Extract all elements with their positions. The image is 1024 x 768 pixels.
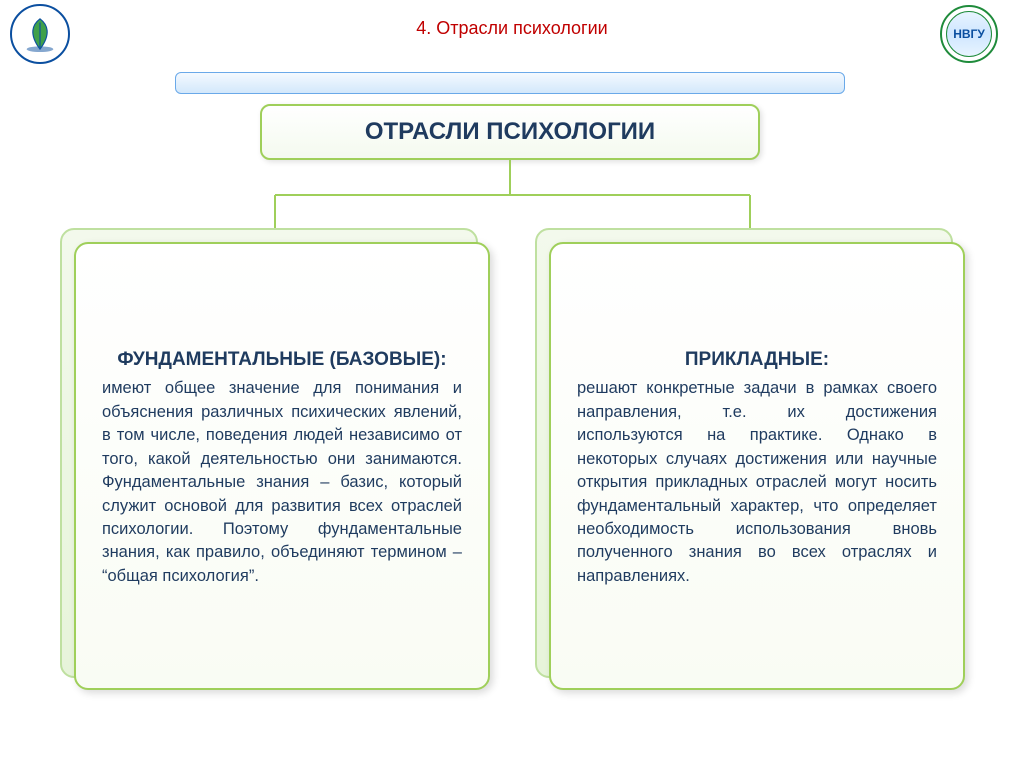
institution-logo-right: НВГУ <box>924 4 1014 64</box>
decorative-top-bar <box>175 72 845 94</box>
leaf-emblem-icon <box>21 15 59 53</box>
root-label: ОТРАСЛИ ПСИХОЛОГИИ <box>365 118 655 146</box>
tree-diagram: ОТРАСЛИ ПСИХОЛОГИИ ФУНДАМЕНТАЛЬНЫЕ (БАЗО… <box>0 70 1024 760</box>
root-node: ОТРАСЛИ ПСИХОЛОГИИ <box>260 104 760 160</box>
branch-applied: ПРИКЛАДНЫЕ: решают конкретные задачи в р… <box>535 228 965 688</box>
header: 4. Отрасли психологии НВГУ <box>0 0 1024 70</box>
branch-title: ФУНДАМЕНТАЛЬНЫЕ (БАЗОВЫЕ): <box>102 348 462 372</box>
branch-fundamental: ФУНДАМЕНТАЛЬНЫЕ (БАЗОВЫЕ): имеют общее з… <box>60 228 490 688</box>
branch-title: ПРИКЛАДНЫЕ: <box>577 348 937 372</box>
branch-body: решают конкретные задачи в рамках своего… <box>577 377 937 588</box>
institution-logo-left <box>10 4 70 64</box>
branch-front-card: ФУНДАМЕНТАЛЬНЫЕ (БАЗОВЫЕ): имеют общее з… <box>74 242 490 690</box>
branch-body: имеют общее значение для понимания и объ… <box>102 377 462 588</box>
page-title: 4. Отрасли психологии <box>416 18 607 39</box>
nvgu-logo-circle: НВГУ <box>940 5 998 63</box>
branch-front-card: ПРИКЛАДНЫЕ: решают конкретные задачи в р… <box>549 242 965 690</box>
nvgu-logo-text: НВГУ <box>946 11 992 57</box>
